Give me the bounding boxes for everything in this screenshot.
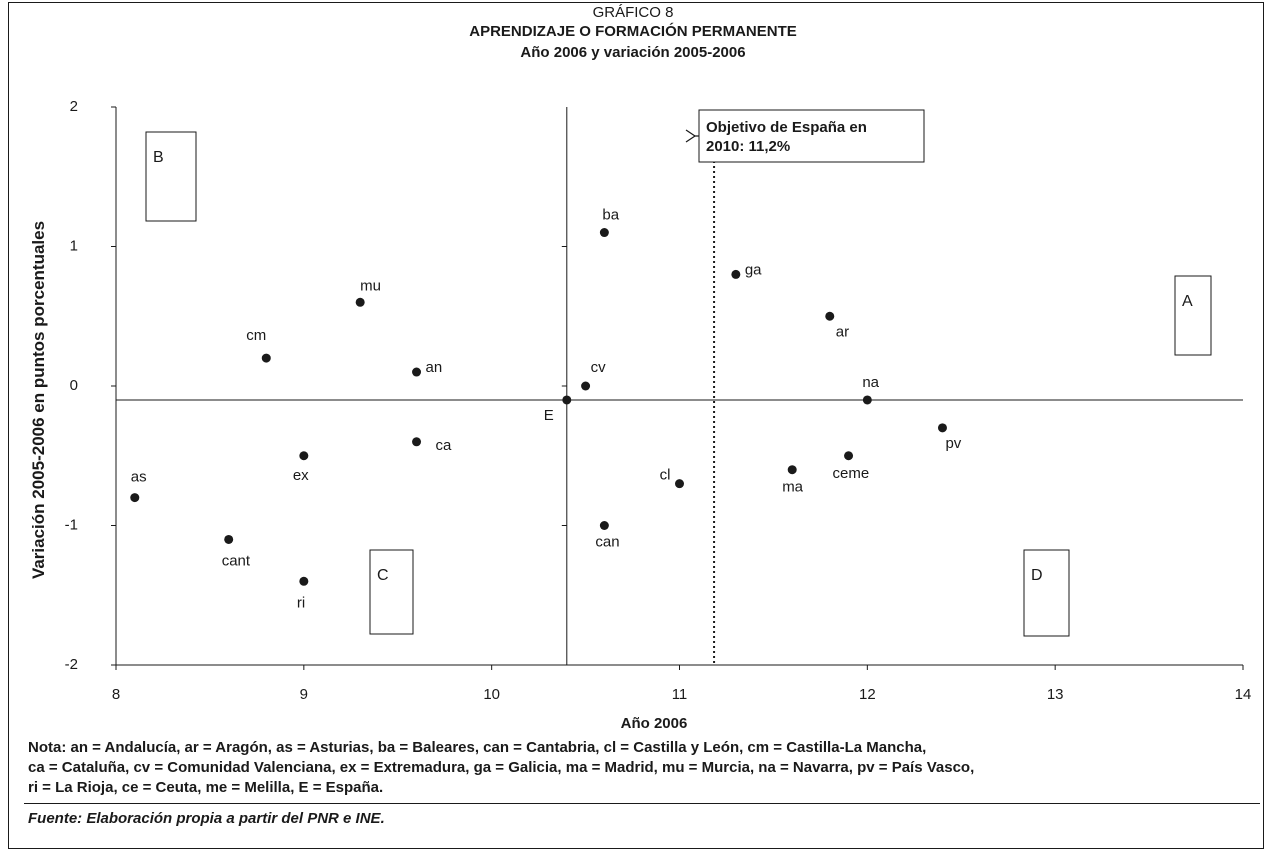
data-point-ex (299, 451, 309, 461)
target-callout-line-2: 2010: 11,2% (706, 138, 790, 155)
data-point-na (862, 395, 872, 405)
x-tick-label: 12 (859, 686, 876, 703)
chart-title: APRENDIZAJE O FORMACIÓN PERMANENTE (469, 23, 797, 40)
point-label-ceme: ceme (833, 465, 870, 482)
quadrant-label-d: D (1031, 567, 1043, 584)
figure-frame (8, 2, 1264, 849)
data-point-ba (599, 228, 609, 238)
x-tick-label: 11 (672, 686, 688, 703)
target-callout-line-1: Objetivo de España en (706, 119, 867, 136)
y-tick-label: 2 (70, 98, 78, 115)
data-point-an (412, 367, 422, 377)
data-point-can (599, 521, 609, 530)
note-line-2: ca = Cataluña, cv = Comunidad Valenciana… (28, 759, 975, 776)
point-label-cv: cv (591, 359, 607, 376)
note-line-3: ri = La Rioja, ce = Ceuta, me = Melilla,… (28, 779, 384, 796)
figure-number: GRÁFICO 8 (592, 4, 674, 21)
x-tick-label: 9 (300, 686, 308, 703)
data-point-ca (412, 437, 422, 447)
x-axis-label: Año 2006 (621, 715, 688, 732)
x-tick-label: 8 (112, 686, 120, 703)
source-divider (24, 803, 1260, 804)
y-tick-label: -1 (65, 517, 78, 534)
x-tick-label: 10 (483, 686, 500, 703)
source-note: Fuente: Elaboración propia a partir del … (28, 810, 385, 827)
point-label-cant: cant (222, 552, 251, 569)
quadrant-box-d (1023, 549, 1070, 637)
point-label-ri: ri (297, 594, 305, 611)
data-point-ceme (844, 451, 854, 461)
point-label-an: an (426, 359, 443, 376)
point-label-mu: mu (360, 277, 381, 294)
y-axis-label: Variación 2005-2006 en puntos porcentual… (29, 221, 48, 579)
data-point-mu (355, 297, 365, 307)
chart-subtitle: Año 2006 y variación 2005-2006 (520, 44, 746, 61)
data-point-pv (937, 423, 947, 433)
note-line-1: Nota: an = Andalucía, ar = Aragón, as = … (28, 739, 927, 756)
data-point-ga (731, 269, 741, 279)
data-point-ar (825, 311, 835, 321)
quadrant-box-b (145, 131, 197, 222)
point-label-can: can (595, 534, 619, 551)
point-label-ar: ar (836, 323, 849, 340)
point-label-E: E (544, 407, 554, 424)
point-label-ex: ex (293, 467, 309, 484)
data-point-cant (224, 534, 234, 544)
point-label-as: as (131, 469, 147, 486)
point-label-ma: ma (782, 479, 803, 496)
point-label-cl: cl (660, 467, 671, 484)
data-point-cm (261, 353, 271, 363)
quadrant-label-b: B (153, 149, 164, 166)
x-tick-label: 14 (1235, 686, 1252, 703)
y-tick-label: 1 (70, 238, 78, 255)
target-callout-box (698, 109, 925, 163)
quadrant-box-a (1174, 275, 1212, 356)
point-label-ca: ca (436, 437, 453, 454)
y-tick-label: 0 (70, 377, 78, 394)
data-point-cl (675, 479, 684, 489)
x-tick-label: 13 (1047, 686, 1064, 703)
data-point-ma (787, 465, 797, 475)
data-point-E (562, 395, 572, 405)
point-label-ga: ga (745, 261, 762, 278)
point-label-na: na (862, 374, 879, 391)
quadrant-label-c: C (377, 567, 389, 584)
point-label-ba: ba (602, 207, 619, 224)
quadrant-box-c (369, 549, 414, 635)
point-label-pv: pv (945, 435, 961, 452)
arrow-head-icon (685, 129, 697, 143)
quadrant-label-a: A (1182, 293, 1193, 310)
data-point-as (130, 493, 140, 503)
point-label-cm: cm (246, 327, 266, 344)
y-tick-label: -2 (65, 656, 78, 673)
data-point-ri (299, 576, 309, 586)
data-point-cv (581, 381, 591, 391)
